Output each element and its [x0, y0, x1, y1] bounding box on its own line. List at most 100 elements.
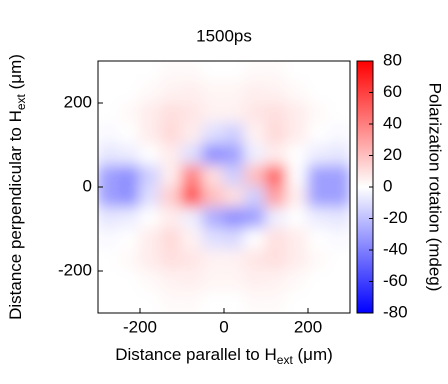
- heatmap-cell: [181, 228, 204, 251]
- heatmap-cell: [265, 270, 288, 293]
- chart-title: 1500ps: [196, 26, 252, 45]
- heatmap-cell: [139, 102, 162, 125]
- heatmap-cell: [118, 228, 141, 251]
- heatmap-cell: [97, 102, 120, 125]
- x-axis-label: Distance parallel to Hext (μm): [115, 345, 333, 367]
- heatmap-cell: [139, 207, 162, 230]
- heatmap-cell: [328, 144, 351, 167]
- y-axis-label: Distance perpendicular to Hext (μm): [6, 54, 28, 320]
- heatmap-cell: [223, 207, 246, 230]
- colorbar-tick-label: -60: [383, 271, 408, 290]
- colorbar-tick-label: 40: [383, 113, 402, 132]
- heatmap-cell: [118, 123, 141, 146]
- heatmap-cell: [160, 60, 183, 83]
- heatmap-cell: [286, 165, 309, 188]
- heatmap-cell: [181, 207, 204, 230]
- heatmap-cell: [244, 123, 267, 146]
- x-tick-label: 200: [294, 317, 322, 336]
- heatmap-cell: [223, 186, 246, 209]
- heatmap-cell: [328, 81, 351, 104]
- heatmap-cell: [307, 270, 330, 293]
- heatmap-cell: [97, 207, 120, 230]
- heatmap-cell: [265, 60, 288, 83]
- heatmap-cell: [181, 60, 204, 83]
- heatmap-cell: [97, 81, 120, 104]
- heatmap-cell: [286, 123, 309, 146]
- y-tick-label: 200: [64, 92, 92, 111]
- page: 1500ps Distance parallel to Hext (μm) Di…: [0, 0, 448, 384]
- heatmap-cell: [160, 186, 183, 209]
- heatmap-cell: [307, 249, 330, 272]
- heatmap-cell: [97, 186, 120, 209]
- heatmap-cell: [328, 123, 351, 146]
- heatmap-cell: [181, 186, 204, 209]
- colorbar-tick-label: 60: [383, 82, 402, 101]
- heatmap-cell: [265, 165, 288, 188]
- heatmap-cell: [223, 60, 246, 83]
- heatmap-cell: [202, 291, 225, 314]
- heatmap-cell: [328, 207, 351, 230]
- heatmap-cell: [160, 123, 183, 146]
- colorbar-tick-label: -40: [383, 239, 408, 258]
- heatmap-cell: [118, 144, 141, 167]
- heatmap-cell: [307, 144, 330, 167]
- heatmap-cell: [160, 81, 183, 104]
- colorbar-tick-label: -20: [383, 208, 408, 227]
- heatmap-cell: [307, 123, 330, 146]
- heatmap-cell: [307, 60, 330, 83]
- colorbar-tick-label: 20: [383, 145, 402, 164]
- heatmap-cell: [244, 81, 267, 104]
- heatmap-cell: [307, 291, 330, 314]
- x-label-part: (μm): [293, 345, 333, 364]
- heatmap-cell: [139, 228, 162, 251]
- y-tick-label: -200: [58, 260, 92, 279]
- heatmap-cell: [244, 102, 267, 125]
- colorbar-label: Polarization rotation (mdeg): [426, 83, 445, 292]
- x-label-part: Distance parallel to H: [115, 345, 277, 364]
- heatmap-cell: [328, 249, 351, 272]
- heatmap-cell: [286, 291, 309, 314]
- heatmap-cell: [223, 102, 246, 125]
- heatmap-cell: [286, 270, 309, 293]
- chart: 1500ps Distance parallel to Hext (μm) Di…: [0, 0, 448, 379]
- heatmap-cell: [244, 270, 267, 293]
- heatmap-cell: [181, 123, 204, 146]
- heatmap-cell: [223, 270, 246, 293]
- heatmap-cell: [328, 165, 351, 188]
- x-tick-label: 0: [219, 317, 228, 336]
- heatmap-cell: [160, 270, 183, 293]
- heatmap-cell: [244, 60, 267, 83]
- heatmap-cell: [202, 123, 225, 146]
- heatmap-cell: [328, 291, 351, 314]
- heatmap-cell: [118, 60, 141, 83]
- y-label-part: (μm): [6, 54, 25, 94]
- heatmap-cell: [139, 81, 162, 104]
- heatmap-cell: [181, 102, 204, 125]
- heatmap-cell: [286, 249, 309, 272]
- heatmap-cell: [244, 249, 267, 272]
- heatmap-cell: [202, 186, 225, 209]
- heatmap-cell: [265, 102, 288, 125]
- heatmap-cell: [265, 186, 288, 209]
- heatmap-cell: [307, 186, 330, 209]
- heatmap-cell: [202, 228, 225, 251]
- heatmap-cell: [307, 81, 330, 104]
- heatmap-cell: [244, 291, 267, 314]
- heatmap-cell: [97, 165, 120, 188]
- heatmap-cell: [160, 144, 183, 167]
- heatmap-cell: [244, 186, 267, 209]
- heatmap-cell: [202, 207, 225, 230]
- heatmap-cell: [160, 102, 183, 125]
- heatmap-cell: [244, 165, 267, 188]
- heatmap-cell: [97, 123, 120, 146]
- heatmap-cell: [160, 291, 183, 314]
- heatmap-cell: [265, 291, 288, 314]
- heatmap-cell: [160, 165, 183, 188]
- heatmap-cell: [202, 165, 225, 188]
- heatmap-cell: [181, 270, 204, 293]
- heatmap-cell: [286, 186, 309, 209]
- heatmap-cell: [265, 228, 288, 251]
- x-tick-label: -200: [123, 317, 157, 336]
- heatmap-cell: [265, 144, 288, 167]
- heatmap-cell: [286, 102, 309, 125]
